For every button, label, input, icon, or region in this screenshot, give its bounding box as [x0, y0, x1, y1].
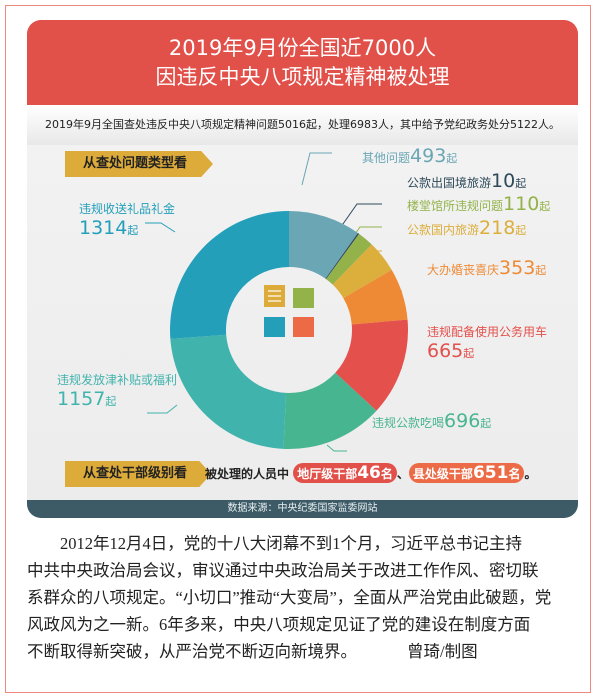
infographic-card: 2019年9月份全国近7000人 因违反中央八项规定精神被处理 2019年9月全…: [27, 20, 578, 518]
summary-text: 2019年9月全国查处违反中央八项规定精神问题5016起，处理6983人，其中给…: [27, 105, 578, 145]
paragraph-line: 风政风为之一新。6年多来，中央八项规定见证了党的建设在制度方面: [27, 615, 531, 634]
green-square-icon: [293, 288, 314, 308]
donut-slice-7: [283, 372, 377, 450]
section-tag-type: 从查处问题类型看: [65, 151, 213, 177]
cadre-pill-prefecture: 地厅级干部46名: [293, 463, 397, 483]
cadre-intro: 被处理的人员中: [205, 467, 290, 481]
donut-slice-8: [170, 334, 287, 449]
paragraph-line: 不断取得新突破，从严治党不断迈向新境界。 曾琦/制图: [27, 642, 478, 661]
donut-slice-9: [169, 211, 289, 339]
paragraph-line: 系群众的八项规定。“小切口”推动“大变局”，全面从严治党由此破题，党: [27, 588, 552, 607]
slice-label: 大办婚丧喜庆353起: [427, 257, 547, 279]
slice-label: 违规收送礼品礼金 1314起: [79, 202, 176, 239]
title-line-2: 因违反中央八项规定精神被处理: [155, 65, 450, 89]
slice-label: 楼堂馆所违规问题110起: [407, 193, 551, 215]
paragraph-line: 中共中央政治局会议，审议通过中央政治局关于改进工作作风、密切联: [27, 561, 539, 580]
paragraph-line: 2012年12月4日，党的十八大闭幕不到1个月，习近平总书记主持: [60, 534, 522, 553]
slice-label: 违规发放津补贴或福利 1157起: [57, 373, 178, 410]
title-line-1: 2019年9月份全国近7000人: [168, 36, 437, 60]
section-tag-level: 从查处干部级别看: [65, 461, 211, 487]
donut-slice-5: [343, 269, 408, 325]
source-footer: 数据来源：中央纪委国家监委网站: [27, 500, 578, 518]
leader-line: [147, 404, 178, 414]
blue-square-icon: [264, 317, 285, 337]
slice-label: 其他问题493起: [362, 145, 458, 167]
donut-slice-3: [326, 233, 372, 285]
donut-slice-6: [335, 319, 408, 411]
slice-label: 公款出国境旅游10起: [407, 170, 527, 192]
donut-slice-4: [332, 244, 392, 299]
header: 2019年9月份全国近7000人 因违反中央八项规定精神被处理: [27, 20, 578, 105]
cadre-pill-county: 县处级干部651名: [408, 463, 525, 483]
donut-chart: [145, 152, 408, 452]
leader-line: [145, 222, 176, 233]
article-paragraph: 2012年12月4日，党的十八大闭幕不到1个月，习近平总书记主持 中共中央政治局…: [27, 530, 577, 665]
credit: 曾琦/制图: [407, 642, 478, 661]
center-icon: [264, 285, 314, 337]
cadre-summary: 被处理的人员中 地厅级干部46名、县处级干部651名。: [205, 463, 537, 483]
orange-square-icon: [293, 317, 314, 337]
leader-line: [301, 152, 332, 186]
slice-label: 违规配备使用公务用车 665起: [427, 325, 548, 362]
donut-slice-2: [325, 232, 360, 280]
donut-slice-1: [289, 211, 358, 279]
page-frame: [5, 5, 591, 693]
slice-label: 违规公款吃喝696起: [372, 410, 492, 432]
leader-line: [326, 444, 347, 452]
slice-label: 公款国内旅游218起: [407, 217, 527, 239]
